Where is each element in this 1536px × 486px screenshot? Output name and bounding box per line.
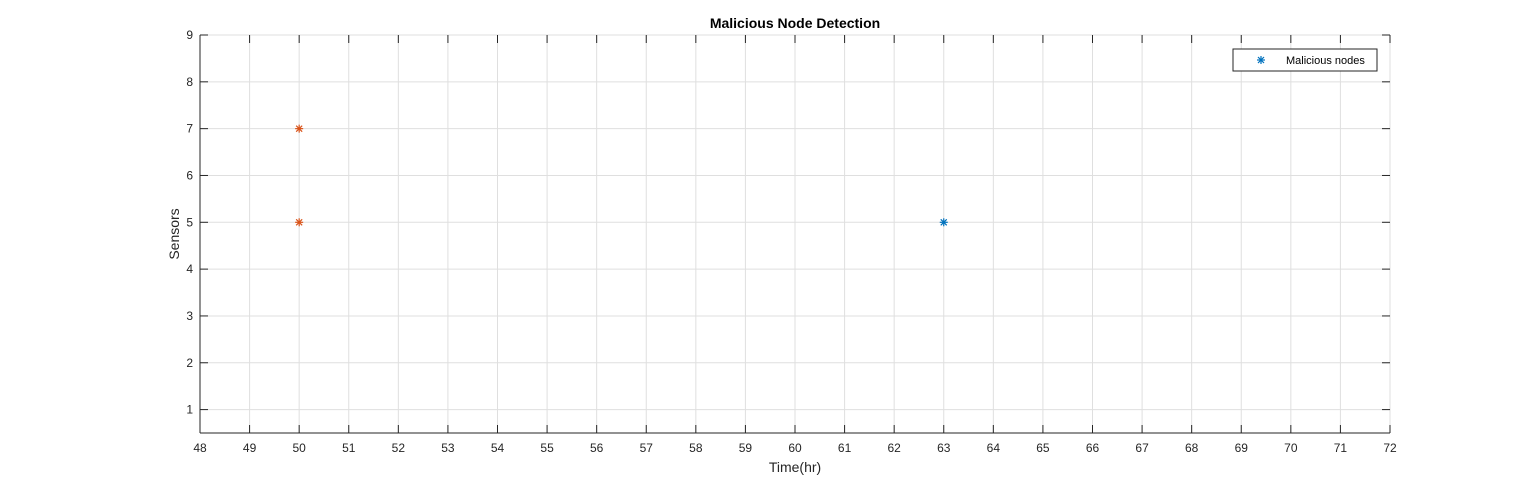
y-tick-label: 1 — [186, 403, 193, 417]
x-tick-label: 58 — [689, 441, 703, 455]
x-tick-label: 54 — [491, 441, 505, 455]
tick-labels: 48 49 50 51 52 53 54 55 56 57 58 59 60 61 62 63 64 65 66 67… — [186, 28, 1397, 455]
y-tick-label: 9 — [186, 28, 193, 42]
y-tick-label: 2 — [186, 356, 193, 370]
legend: Malicious nodes — [1232, 48, 1378, 72]
y-tick-label: 7 — [186, 122, 193, 136]
x-tick-label: 48 — [193, 441, 207, 455]
legend-asterisk — [1257, 56, 1265, 64]
data-point-series-0 — [939, 218, 948, 227]
x-tick-label: 57 — [640, 441, 654, 455]
x-tick-label: 60 — [788, 441, 802, 455]
y-tick-label: 6 — [186, 168, 193, 182]
y-tick-label: 3 — [186, 309, 193, 323]
grid — [199, 34, 1391, 433]
x-tick-label: 67 — [1135, 441, 1149, 455]
x-tick-label: 50 — [292, 441, 306, 455]
x-tick-label: 66 — [1086, 441, 1100, 455]
data-point-series-1 — [295, 218, 304, 227]
x-axis-title: Time(hr) — [769, 459, 821, 475]
x-tick-label: 71 — [1334, 441, 1348, 455]
legend-label-malicious-nodes: Malicious nodes — [1286, 55, 1365, 67]
y-tick-label: 8 — [186, 75, 193, 89]
chart-title: Malicious Node Detection — [710, 15, 880, 31]
x-tick-label: 65 — [1036, 441, 1050, 455]
x-tick-label: 55 — [540, 441, 554, 455]
x-tick-label: 51 — [342, 441, 356, 455]
x-tick-label: 59 — [739, 441, 753, 455]
x-tick-label: 63 — [937, 441, 951, 455]
y-tick-label: 4 — [186, 262, 193, 276]
legend-box — [1232, 48, 1378, 72]
axes — [199, 34, 1391, 434]
x-tick-label: 56 — [590, 441, 604, 455]
x-tick-label: 69 — [1235, 441, 1249, 455]
data-point-series-1 — [295, 124, 304, 133]
x-tick-label: 64 — [987, 441, 1001, 455]
x-tick-label: 49 — [243, 441, 257, 455]
x-tick-label: 61 — [838, 441, 852, 455]
x-tick-label: 62 — [887, 441, 901, 455]
y-tick-label: 5 — [186, 215, 193, 229]
data-markers — [295, 124, 948, 227]
y-axis-title: Sensors — [166, 208, 182, 259]
x-tick-label: 52 — [392, 441, 406, 455]
x-tick-label: 72 — [1383, 441, 1397, 455]
x-tick-label: 53 — [441, 441, 455, 455]
x-tick-label: 70 — [1284, 441, 1298, 455]
x-tick-label: 68 — [1185, 441, 1199, 455]
legend-marker-malicious-nodes — [1257, 56, 1265, 64]
